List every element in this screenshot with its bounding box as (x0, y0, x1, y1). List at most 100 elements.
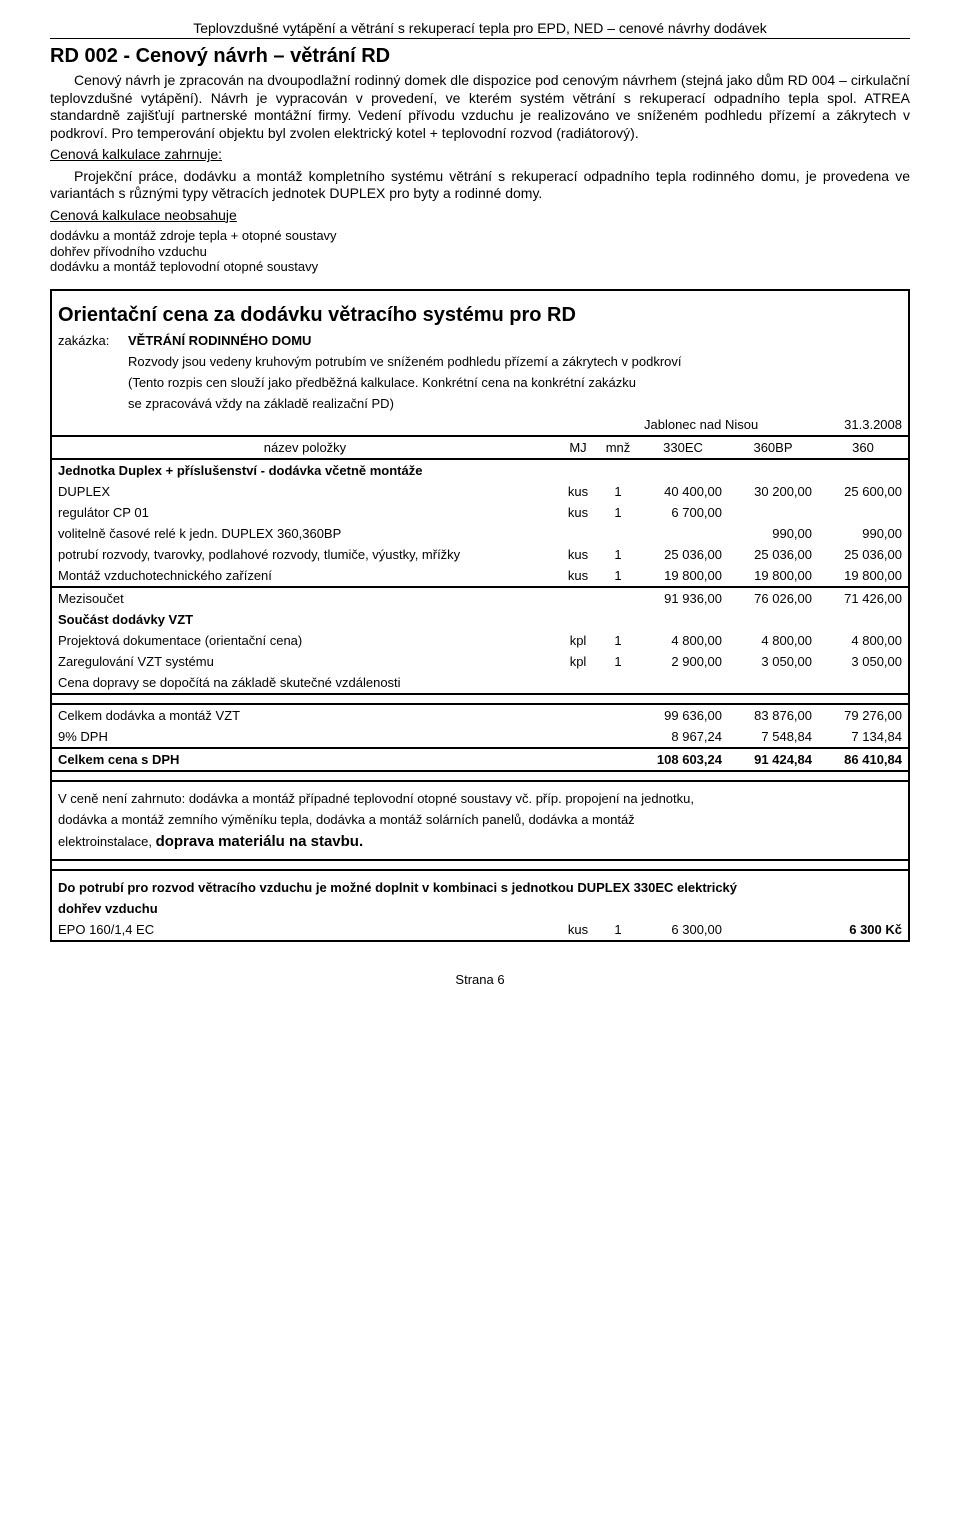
subtotal-b: 76 026,00 (728, 587, 818, 609)
table-title: Orientační cena za dodávku větracího sys… (52, 301, 908, 330)
footnote-line: elektroinstalace, doprava materiálu na s… (52, 830, 908, 853)
footnote-bold: doprava materiálu na stavbu. (156, 833, 364, 850)
item-price-c: 4 800,00 (818, 630, 908, 651)
subtotal-c: 71 426,00 (818, 587, 908, 609)
item-price-a: 2 900,00 (638, 651, 728, 672)
item-mnz: 1 (598, 919, 638, 940)
item-price-a: 19 800,00 (638, 565, 728, 587)
table-row: potrubí rozvody, tvarovky, podlahové roz… (52, 544, 908, 565)
table-row: Cena dopravy se dopočítá na základě skut… (52, 672, 908, 694)
item-price-c: 990,00 (818, 523, 908, 544)
note-line: (Tento rozpis cen slouží jako předběžná … (122, 372, 908, 393)
col-name: název položky (52, 436, 558, 459)
footnote2-line: Do potrubí pro rozvod větracího vzduchu … (52, 877, 908, 898)
page-title: RD 002 - Cenový návrh – větrání RD (50, 45, 910, 68)
item-name: Projektová dokumentace (orientační cena) (52, 630, 558, 651)
footnote2-line: dohřev vzduchu (52, 898, 908, 919)
item-mnz: 1 (598, 502, 638, 523)
column-header-row: název položky MJ mnž 330EC 360BP 360 (52, 436, 908, 459)
item-price-a: 6 300,00 (638, 919, 728, 940)
exclude-item: dodávku a montáž teplovodní otopné soust… (50, 259, 910, 275)
excludes-label: Cenová kalkulace neobsahuje (50, 207, 910, 225)
total-row: Celkem dodávka a montáž VZT 99 636,00 83… (52, 704, 908, 726)
total-label: Celkem cena s DPH (52, 748, 558, 771)
col-mj: MJ (558, 436, 598, 459)
section-1-title: Jednotka Duplex + příslušenství - dodávk… (52, 459, 908, 481)
table-row: DUPLEX kus 1 40 400,00 30 200,00 25 600,… (52, 481, 908, 502)
excludes-list: dodávku a montáž zdroje tepla + otopné s… (50, 228, 910, 275)
item-price-a: 25 036,00 (638, 544, 728, 565)
page-footer: Strana 6 (50, 972, 910, 987)
note-line: Rozvody jsou vedeny kruhovým potrubím ve… (122, 351, 908, 372)
total-a: 8 967,24 (638, 726, 728, 748)
table-row: Projektová dokumentace (orientační cena)… (52, 630, 908, 651)
col-360: 360 (818, 436, 908, 459)
paragraph-2: Projekční práce, dodávku a montáž komple… (50, 168, 910, 203)
item-price-b: 990,00 (728, 523, 818, 544)
item-mj: kus (558, 565, 598, 587)
footnote-text: elektroinstalace, (58, 834, 156, 849)
exclude-item: dohřev přívodního vzduchu (50, 244, 910, 260)
item-price-b: 4 800,00 (728, 630, 818, 651)
item-price-a: 4 800,00 (638, 630, 728, 651)
item-mj: kpl (558, 630, 598, 651)
col-360bp: 360BP (728, 436, 818, 459)
total-a: 99 636,00 (638, 704, 728, 726)
total-a: 108 603,24 (638, 748, 728, 771)
item-name: Montáž vzduchotechnického zařízení (52, 565, 558, 587)
item-mj: kus (558, 919, 598, 940)
includes-label: Cenová kalkulace zahrnuje: (50, 146, 910, 164)
item-price-c: 19 800,00 (818, 565, 908, 587)
item-price-b: 30 200,00 (728, 481, 818, 502)
item-mnz: 1 (598, 651, 638, 672)
table-row: Montáž vzduchotechnického zařízení kus 1… (52, 565, 908, 587)
document-header: Teplovzdušné vytápění a větrání s rekupe… (50, 20, 910, 39)
col-330ec: 330EC (638, 436, 728, 459)
item-name: EPO 160/1,4 EC (52, 919, 558, 940)
total-c: 86 410,84 (818, 748, 908, 771)
item-name: regulátor CP 01 (52, 502, 558, 523)
item-price-a: 40 400,00 (638, 481, 728, 502)
item-name: DUPLEX (52, 481, 558, 502)
grand-total-row: Celkem cena s DPH 108 603,24 91 424,84 8… (52, 748, 908, 771)
total-b: 7 548,84 (728, 726, 818, 748)
table-row: Zaregulování VZT systému kpl 1 2 900,00 … (52, 651, 908, 672)
item-mnz: 1 (598, 630, 638, 651)
table-row: EPO 160/1,4 EC kus 1 6 300,00 6 300 Kč (52, 919, 908, 940)
total-c: 7 134,84 (818, 726, 908, 748)
footnote-line: dodávka a montáž zemního výměníku tepla,… (52, 809, 908, 830)
intro-text: Cenový návrh je zpracován na dvoupodlažn… (50, 72, 910, 275)
item-mj: kus (558, 502, 598, 523)
total-label: 9% DPH (52, 726, 558, 748)
price-table-frame: Orientační cena za dodávku větracího sys… (50, 289, 910, 942)
exclude-item: dodávku a montáž zdroje tepla + otopné s… (50, 228, 910, 244)
item-price-b: 25 036,00 (728, 544, 818, 565)
subtotal-a: 91 936,00 (638, 587, 728, 609)
price-table: Orientační cena za dodávku větracího sys… (52, 291, 908, 940)
note-line: se zpracovává vždy na základě realizační… (122, 393, 908, 414)
item-price-a: 6 700,00 (638, 502, 728, 523)
total-b: 83 876,00 (728, 704, 818, 726)
total-c: 79 276,00 (818, 704, 908, 726)
total-b: 91 424,84 (728, 748, 818, 771)
item-mnz: 1 (598, 565, 638, 587)
item-name: Zaregulování VZT systému (52, 651, 558, 672)
zakazka-value: VĚTRÁNÍ RODINNÉHO DOMU (122, 330, 908, 351)
item-price-b: 19 800,00 (728, 565, 818, 587)
subtotal-label: Mezisoučet (52, 587, 558, 609)
item-mj: kus (558, 481, 598, 502)
table-row: volitelně časové relé k jedn. DUPLEX 360… (52, 523, 908, 544)
date: 31.3.2008 (818, 414, 908, 436)
section-2-title: Součást dodávky VZT (52, 609, 908, 630)
item-mnz: 1 (598, 544, 638, 565)
item-name: Cena dopravy se dopočítá na základě skut… (52, 672, 908, 694)
item-name: volitelně časové relé k jedn. DUPLEX 360… (52, 523, 558, 544)
item-price-c: 25 600,00 (818, 481, 908, 502)
item-price-b: 3 050,00 (728, 651, 818, 672)
item-name: potrubí rozvody, tvarovky, podlahové roz… (52, 544, 558, 565)
item-mj: kus (558, 544, 598, 565)
col-mnz: mnž (598, 436, 638, 459)
total-row: 9% DPH 8 967,24 7 548,84 7 134,84 (52, 726, 908, 748)
location: Jablonec nad Nisou (638, 414, 818, 436)
item-price-c: 3 050,00 (818, 651, 908, 672)
